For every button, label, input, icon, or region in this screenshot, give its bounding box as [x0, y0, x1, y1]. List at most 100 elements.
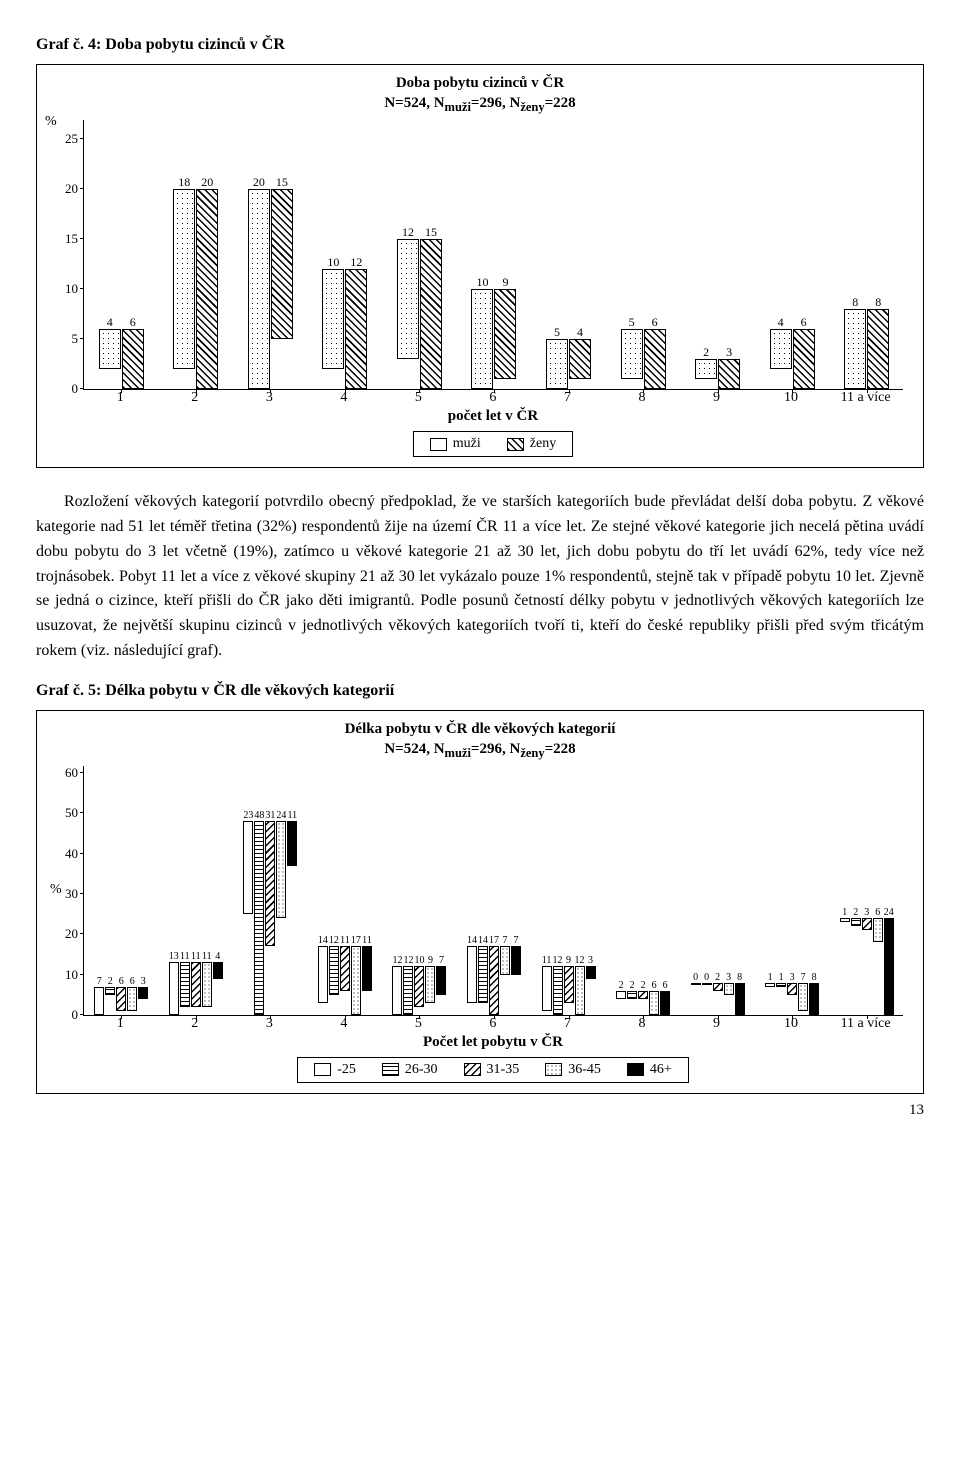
bar-value-label: 2: [641, 980, 646, 991]
bar: 4: [569, 339, 591, 379]
bar: 11: [191, 962, 201, 1006]
xcat-label: 7: [530, 1016, 605, 1032]
legend-swatch: [382, 1063, 399, 1076]
ytick-label: 15: [54, 231, 78, 247]
bar-value-label: 6: [663, 980, 668, 991]
bar-value-label: 18: [178, 175, 190, 190]
bar-value-label: 6: [119, 976, 124, 987]
bar-value-label: 7: [801, 972, 806, 983]
legend-item: 31-35: [464, 1062, 520, 1078]
xcat-label: 11 a více: [828, 390, 903, 406]
bar: 1: [776, 983, 786, 987]
ytick-label: 60: [54, 765, 78, 781]
bar: 8: [735, 983, 745, 1015]
bar: 12: [345, 269, 367, 389]
bar-value-label: 17: [351, 935, 361, 946]
bar-group: 109: [457, 289, 532, 389]
bar: 3: [718, 359, 740, 389]
ytick-label: 0: [54, 1007, 78, 1023]
bar: 10: [414, 966, 424, 1006]
bar: 17: [351, 946, 361, 1015]
legend-swatch: [314, 1063, 331, 1076]
chart5-title-line2: N=524, Nmuži=296, Nženy=228: [47, 739, 913, 762]
bar-value-label: 9: [566, 955, 571, 966]
bar: 12: [403, 966, 413, 1014]
bar: 11: [180, 962, 190, 1006]
bar-group: 11129123: [531, 966, 606, 1014]
legend-swatch: [627, 1063, 644, 1076]
legend-item: ženy: [507, 436, 556, 452]
bar: 0: [702, 983, 712, 985]
bar-value-label: 9: [502, 275, 508, 290]
ytick-label: 0: [54, 381, 78, 397]
bar-value-label: 9: [428, 955, 433, 966]
bar: 18: [173, 189, 195, 369]
xcat-label: 6: [456, 1016, 531, 1032]
bar-value-label: 0: [704, 972, 709, 983]
bar: 12: [397, 239, 419, 359]
bar: 1: [840, 918, 850, 922]
xcat-label: 5: [381, 1016, 456, 1032]
bar-group: 12121097: [382, 966, 457, 1014]
bar: 6: [873, 918, 883, 942]
legend-item: -25: [314, 1062, 356, 1078]
bar-group: 14141777: [457, 946, 532, 1015]
ytick-label: 10: [54, 281, 78, 297]
xaxis-categories: 1234567891011 a více: [83, 390, 903, 406]
bar-value-label: 6: [652, 315, 658, 330]
bar: 6: [127, 987, 137, 1011]
xcat-label: 7: [530, 390, 605, 406]
bar: 2: [713, 983, 723, 991]
bar-value-label: 6: [652, 980, 657, 991]
bar: 9: [425, 966, 435, 1002]
bar: 12: [329, 946, 339, 994]
bar: 14: [478, 946, 488, 1002]
xaxis-title: počet let v ČR: [83, 408, 903, 425]
bar-group: 1820: [159, 189, 234, 389]
xcat-label: 2: [158, 390, 233, 406]
bar-value-label: 2: [630, 980, 635, 991]
bar-group: 1012: [308, 269, 383, 389]
bar-value-label: 2: [703, 345, 709, 360]
bar-value-label: 7: [513, 935, 518, 946]
xcat-label: 9: [679, 390, 754, 406]
bar-value-label: 12: [350, 255, 362, 270]
bar-value-label: 11: [542, 955, 552, 966]
bar-value-label: 2: [853, 907, 858, 918]
bar-value-label: 48: [254, 810, 264, 821]
bar: 20: [248, 189, 270, 389]
bar-value-label: 14: [478, 935, 488, 946]
bar: 7: [798, 983, 808, 1011]
bar: 11: [287, 821, 297, 865]
bar: 2: [616, 991, 626, 999]
legend-swatch: [430, 438, 447, 451]
bar: 3: [862, 918, 872, 930]
legend-label: 31-35: [487, 1062, 520, 1078]
chart5-frame: Délka pobytu v ČR dle věkových kategorií…: [36, 710, 924, 1094]
plot-area: 0510152025461820201510121215109545623468…: [83, 120, 903, 390]
bar-value-label: 24: [276, 810, 286, 821]
bar: 2: [105, 987, 115, 995]
bar-value-label: 12: [392, 955, 402, 966]
bar: 14: [467, 946, 477, 1002]
bar: 0: [691, 983, 701, 985]
xaxis-categories: 1234567891011 a více: [83, 1016, 903, 1032]
bar: 8: [809, 983, 819, 1015]
bar: 8: [844, 309, 866, 389]
bar: 6: [649, 991, 659, 1015]
ytick-label: 20: [54, 181, 78, 197]
bar: 6: [116, 987, 126, 1011]
bar: 4: [99, 329, 121, 369]
bar-value-label: 12: [329, 935, 339, 946]
bar-value-label: 2: [619, 980, 624, 991]
bar: 12: [575, 966, 585, 1014]
bar: 2: [851, 918, 861, 926]
xcat-label: 4: [307, 1016, 382, 1032]
bar-group: 46: [755, 329, 830, 389]
bar-value-label: 0: [693, 972, 698, 983]
bar: 13: [169, 962, 179, 1014]
bar-group: 72663: [84, 987, 159, 1015]
bar: 48: [254, 821, 264, 1015]
legend-label: 26-30: [405, 1062, 438, 1078]
bar-value-label: 15: [276, 175, 288, 190]
